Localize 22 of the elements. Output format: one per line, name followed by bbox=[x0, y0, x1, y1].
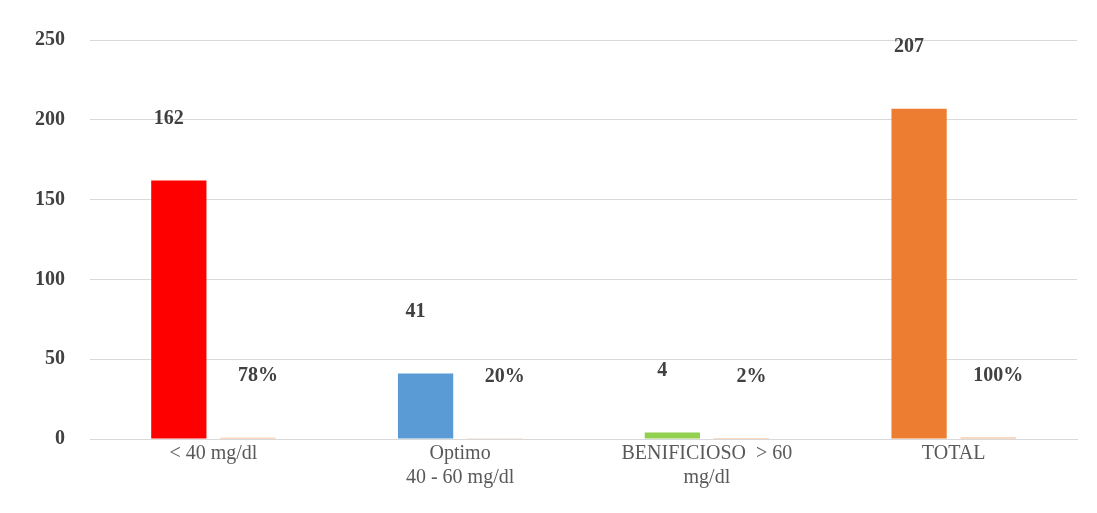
data-label: 20% bbox=[484, 363, 525, 386]
data-label: 78% bbox=[237, 362, 278, 385]
y-tick-label: 200 bbox=[35, 106, 65, 129]
x-tick-label: Optimo 40 - 60 mg/dl bbox=[405, 441, 515, 489]
data-label: 100% bbox=[973, 362, 1024, 385]
data-label: 207 bbox=[894, 33, 925, 56]
bar bbox=[644, 432, 700, 439]
y-tick-label: 100 bbox=[35, 266, 65, 289]
data-label: 4 bbox=[657, 357, 668, 380]
bar bbox=[891, 108, 947, 439]
y-tick-label: 0 bbox=[55, 426, 65, 449]
data-label: 162 bbox=[153, 105, 184, 128]
y-tick-label: 150 bbox=[35, 186, 65, 209]
data-label: 41 bbox=[405, 298, 426, 321]
y-tick-label: 250 bbox=[35, 27, 65, 50]
y-tick-label: 50 bbox=[45, 346, 65, 369]
bar bbox=[151, 180, 207, 439]
x-tick-label: < 40 mg/dl bbox=[169, 441, 258, 465]
x-tick-label: TOTAL bbox=[921, 441, 986, 464]
bar bbox=[397, 373, 454, 439]
x-tick-label: BENIFICIOSO > 60 mg/dl bbox=[621, 441, 793, 489]
data-label: 2% bbox=[736, 364, 767, 387]
